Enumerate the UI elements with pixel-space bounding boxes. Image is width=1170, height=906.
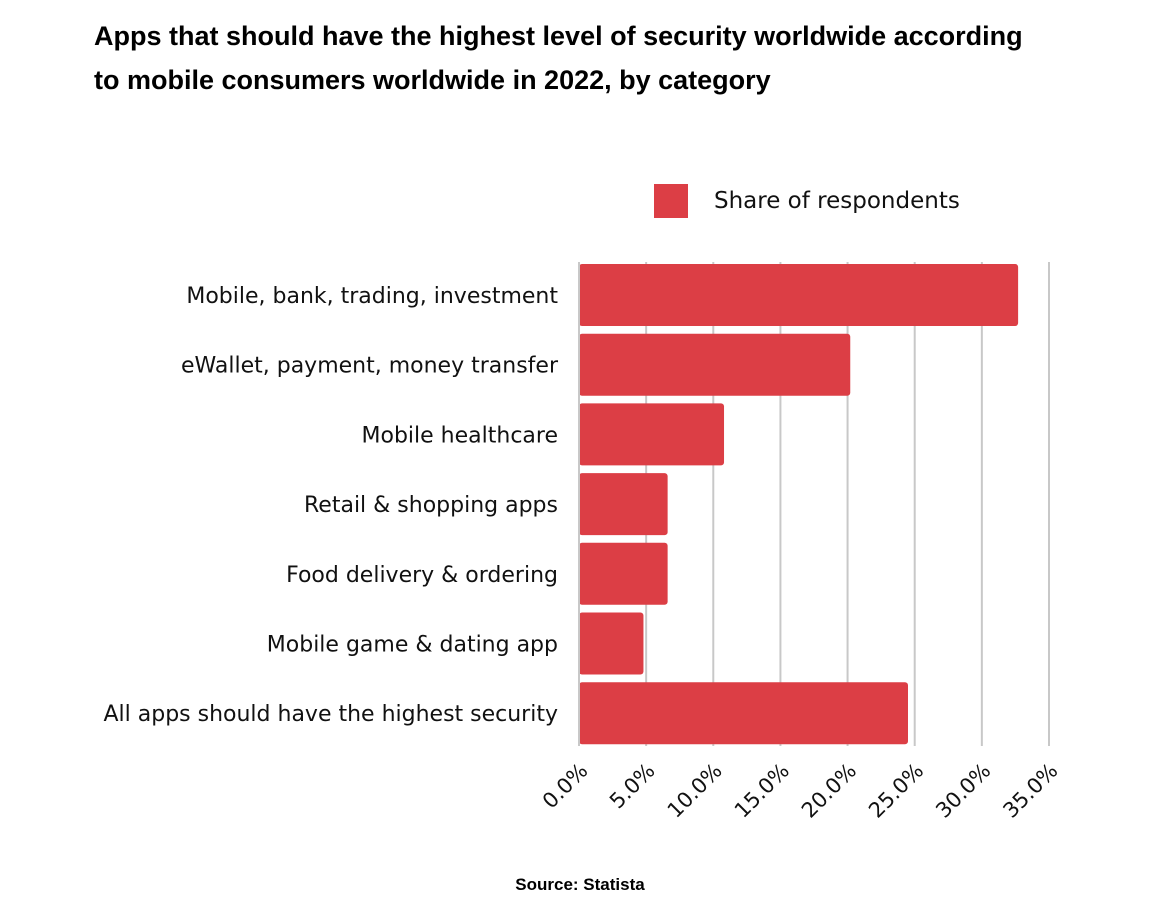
- category-label: Food delivery & ordering: [286, 563, 558, 588]
- category-label: All apps should have the highest securit…: [103, 702, 558, 727]
- category-label: Mobile, bank, trading, investment: [186, 284, 558, 309]
- category-labels: Mobile, bank, trading, investment eWallet…: [103, 284, 558, 727]
- bar: [579, 473, 668, 536]
- source-note: Source: Statista: [515, 875, 645, 894]
- bar: [579, 542, 668, 605]
- bar: [579, 403, 725, 466]
- category-label: Mobile healthcare: [362, 423, 558, 448]
- bar: [579, 333, 851, 396]
- chart-title-line-1: Apps that should have the highest level …: [94, 21, 1023, 51]
- x-tick-label: 35.0%: [998, 759, 1062, 823]
- category-label: Mobile game & dating app: [267, 633, 558, 658]
- chart-title-line-2: to mobile consumers worldwide in 2022, b…: [94, 65, 771, 95]
- x-tick-label: 0.0%: [538, 759, 593, 814]
- x-tick-label: 20.0%: [797, 759, 861, 823]
- category-label: eWallet, payment, money transfer: [181, 354, 559, 379]
- x-tick-labels: 0.0% 5.0% 10.0% 15.0% 20.0% 25.0% 30.0% 35.0%: [538, 759, 1063, 823]
- bar: [579, 612, 644, 675]
- x-tick-label: 5.0%: [605, 759, 660, 814]
- legend: Share of respondents: [654, 184, 960, 218]
- bar: [579, 682, 908, 745]
- x-tick-label: 15.0%: [730, 759, 794, 823]
- bars: [579, 264, 1019, 745]
- legend-swatch: [654, 184, 688, 218]
- legend-label: Share of respondents: [714, 188, 960, 214]
- bar: [579, 264, 1019, 326]
- x-tick-label: 10.0%: [663, 759, 727, 823]
- x-tick-label: 30.0%: [931, 759, 995, 823]
- category-label: Retail & shopping apps: [304, 493, 558, 518]
- x-tick-label: 25.0%: [864, 759, 928, 823]
